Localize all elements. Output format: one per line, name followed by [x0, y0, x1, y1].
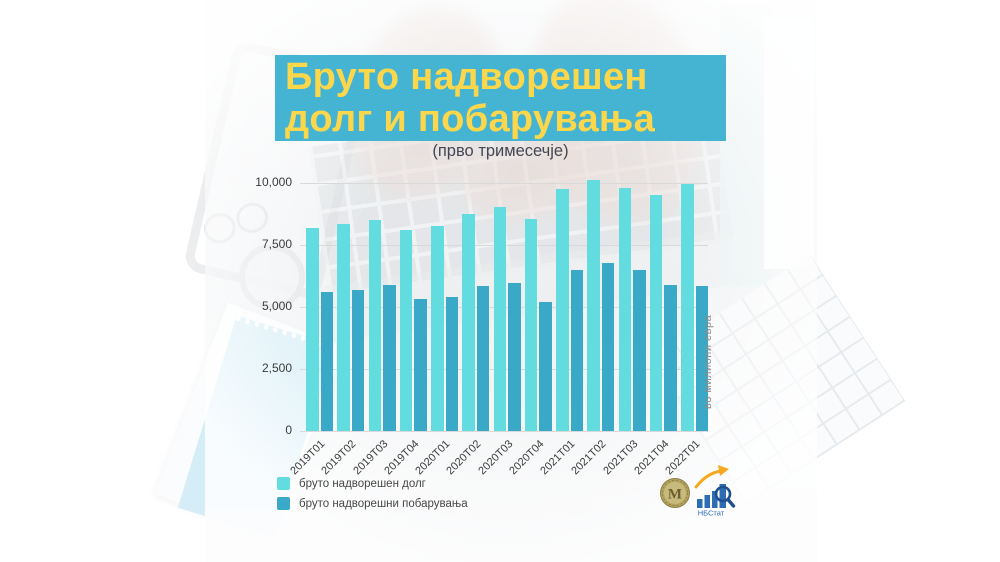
bar-debt-2020Т01 — [431, 226, 444, 431]
bar-claims-2020Т03 — [508, 283, 521, 431]
title-banner: Бруто надворешен долг и побарувања — [275, 55, 726, 141]
bar-claims-2019Т01 — [320, 292, 333, 431]
bar-debt-2020Т03 — [493, 207, 506, 431]
bar-chart-plot-area: 0 2,500 5,000 7,500 10,000 2019Т01 2019Т02 2019… — [255, 175, 708, 477]
y-axis-tick-label: 0 — [285, 423, 292, 437]
nbstat-label: НБСтат — [698, 509, 725, 518]
gridline — [300, 431, 708, 432]
bar-debt-2019Т01 — [306, 227, 319, 431]
legend-item: бруто надворешни побарувања — [277, 497, 468, 510]
y-axis-tick-label: 5,000 — [261, 299, 292, 313]
bar-debt-2021Т04 — [649, 194, 663, 431]
y-axis-unit-label: во милиони евра — [702, 314, 714, 409]
bar-debt-2019Т02 — [337, 223, 350, 431]
bar-claims-2019Т02 — [351, 289, 365, 431]
bar-debt-2021Т01 — [556, 189, 569, 431]
bar-debt-2020Т02 — [462, 214, 475, 431]
bar-debt-2019Т03 — [368, 219, 381, 431]
y-axis-tick-label: 2,500 — [261, 361, 292, 375]
y-axis-tick-label: 7,500 — [261, 237, 292, 251]
bar-debt-2020Т04 — [524, 219, 538, 431]
legend-swatch — [277, 477, 290, 490]
chart-subtitle: (прво тримесечје) — [432, 142, 569, 160]
bar-debt-2019Т04 — [399, 230, 413, 431]
bar-debt-2022Т01 — [681, 184, 694, 431]
gridline — [300, 183, 708, 184]
y-axis-tick-label: 10,000 — [255, 175, 292, 189]
bar-debt-2021Т02 — [587, 179, 600, 431]
bar-claims-2021Т01 — [570, 270, 583, 431]
svg-text:М: М — [668, 487, 682, 503]
bar-claims-2020Т01 — [445, 297, 458, 431]
bar-claims-2020Т04 — [539, 301, 552, 431]
legend-swatch — [277, 497, 290, 510]
bar-debt-2021Т03 — [618, 187, 631, 431]
bar-claims-2021Т04 — [664, 284, 677, 431]
title-line2: долг и побарувања — [285, 98, 656, 140]
bar-claims-2019Т04 — [414, 299, 427, 431]
bar-claims-2021Т02 — [601, 263, 615, 431]
title-line1: Бруто надворешен — [285, 56, 648, 98]
legend-label: бруто надворешен долг — [299, 477, 426, 490]
nbstat-chart-icon — [694, 465, 736, 508]
bar-claims-2020Т02 — [476, 285, 490, 431]
bar-claims-2021Т03 — [633, 270, 646, 431]
nbstat-logo: М НБСтат — [660, 465, 736, 518]
coin-icon: М — [660, 478, 690, 508]
bar-claims-2019Т03 — [383, 284, 396, 431]
legend-item: бруто надворешен долг — [277, 477, 468, 490]
legend-label: бруто надворешни побарувања — [299, 497, 468, 510]
bar-claims-2022Т01 — [695, 285, 708, 431]
chart-legend: бруто надворешен долг бруто надворешни по… — [277, 477, 468, 517]
